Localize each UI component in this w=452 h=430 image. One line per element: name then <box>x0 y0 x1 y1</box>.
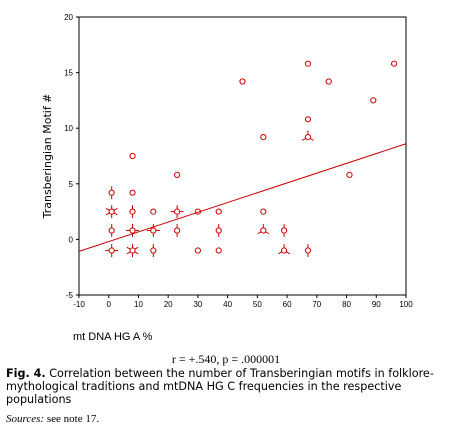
sources-text: see note 17. <box>44 413 100 425</box>
data-point <box>150 244 157 258</box>
x-tick-label: 60 <box>283 300 292 309</box>
data-point <box>278 244 290 255</box>
x-axis-ticks: -10 0 10 20 30 40 50 60 70 80 90 100 <box>73 295 413 309</box>
data-point <box>146 224 160 238</box>
data-point <box>129 189 136 196</box>
y-tick-label: -5 <box>66 291 74 300</box>
data-points <box>105 60 398 258</box>
data-point <box>194 208 202 215</box>
plot-area-frame <box>78 16 407 296</box>
data-point <box>257 224 270 235</box>
data-point <box>170 205 184 219</box>
data-point <box>370 97 377 104</box>
x-tick-label: 20 <box>164 300 173 309</box>
y-axis-ticks: -5 0 5 10 15 20 <box>64 13 79 300</box>
figure-caption-text: Correlation between the number of Transb… <box>6 367 434 406</box>
y-tick-label: 0 <box>69 235 74 244</box>
x-tick-label: 40 <box>223 300 232 309</box>
y-tick-label: 15 <box>64 69 73 78</box>
data-point <box>325 78 332 85</box>
data-point <box>194 247 202 254</box>
y-tick-label: 10 <box>64 124 73 133</box>
data-point <box>108 224 115 238</box>
data-point <box>126 224 140 238</box>
x-tick-label: 70 <box>312 300 321 309</box>
x-axis-label: mt DNA HG A % <box>73 331 153 343</box>
x-tick-label: 50 <box>253 300 262 309</box>
data-point <box>281 224 288 238</box>
data-point <box>391 60 398 67</box>
data-point <box>126 244 139 258</box>
data-point <box>108 186 115 200</box>
data-point <box>215 247 222 254</box>
sources-note: Sources: see note 17. <box>6 413 99 425</box>
regression-line <box>78 143 407 252</box>
x-tick-label: 100 <box>399 300 413 309</box>
x-tick-label: 80 <box>342 300 351 309</box>
x-tick-label: -10 <box>73 300 85 309</box>
data-point <box>302 130 314 141</box>
x-tick-label: 30 <box>193 300 202 309</box>
x-tick-label: 0 <box>107 300 112 309</box>
data-point <box>174 224 181 238</box>
data-point <box>260 133 267 141</box>
data-point <box>215 224 222 238</box>
y-tick-label: 5 <box>69 180 74 189</box>
figure-label: Fig. 4. <box>6 367 46 380</box>
y-axis-label: Transberingian Motif # <box>41 94 54 220</box>
figure-caption: Fig. 4. Correlation between the number o… <box>6 367 446 406</box>
data-point <box>304 60 311 67</box>
data-point <box>129 205 136 219</box>
data-point <box>304 244 311 258</box>
data-point <box>304 116 311 123</box>
data-point <box>129 152 136 160</box>
data-point <box>260 208 267 215</box>
scatter-chart: -5 0 5 10 15 20 -10 0 10 20 30 40 50 60 70 80 90 100 Tra… <box>41 13 413 309</box>
data-point <box>105 205 118 219</box>
data-point <box>239 78 246 85</box>
y-tick-label: 20 <box>64 13 73 22</box>
data-point <box>215 208 222 215</box>
sources-label: Sources: <box>6 413 45 425</box>
data-point <box>105 244 119 258</box>
data-point <box>174 171 181 179</box>
x-tick-label: 10 <box>134 300 143 309</box>
x-tick-label: 90 <box>372 300 381 309</box>
data-point <box>346 171 353 179</box>
correlation-stats: r = +.540, p = .000001 <box>171 352 281 366</box>
data-point <box>150 208 157 215</box>
